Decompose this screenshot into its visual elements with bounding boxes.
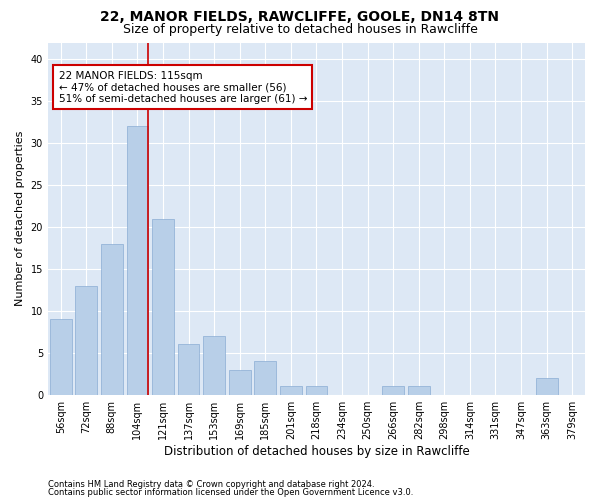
Bar [127,126,148,394]
Bar [203,336,225,394]
Text: Contains HM Land Registry data © Crown copyright and database right 2024.: Contains HM Land Registry data © Crown c… [48,480,374,489]
Bar [280,386,302,394]
Bar [101,244,123,394]
Bar [229,370,251,394]
Bar [254,361,276,394]
Bar [408,386,430,394]
Text: Size of property relative to detached houses in Rawcliffe: Size of property relative to detached ho… [122,22,478,36]
X-axis label: Distribution of detached houses by size in Rawcliffe: Distribution of detached houses by size … [164,444,469,458]
Bar [305,386,328,394]
Y-axis label: Number of detached properties: Number of detached properties [15,131,25,306]
Bar [50,319,71,394]
Text: Contains public sector information licensed under the Open Government Licence v3: Contains public sector information licen… [48,488,413,497]
Bar [536,378,557,394]
Bar [76,286,97,395]
Text: 22, MANOR FIELDS, RAWCLIFFE, GOOLE, DN14 8TN: 22, MANOR FIELDS, RAWCLIFFE, GOOLE, DN14… [101,10,499,24]
Bar [382,386,404,394]
Bar [152,218,174,394]
Bar [178,344,199,395]
Text: 22 MANOR FIELDS: 115sqm
← 47% of detached houses are smaller (56)
51% of semi-de: 22 MANOR FIELDS: 115sqm ← 47% of detache… [59,70,307,104]
